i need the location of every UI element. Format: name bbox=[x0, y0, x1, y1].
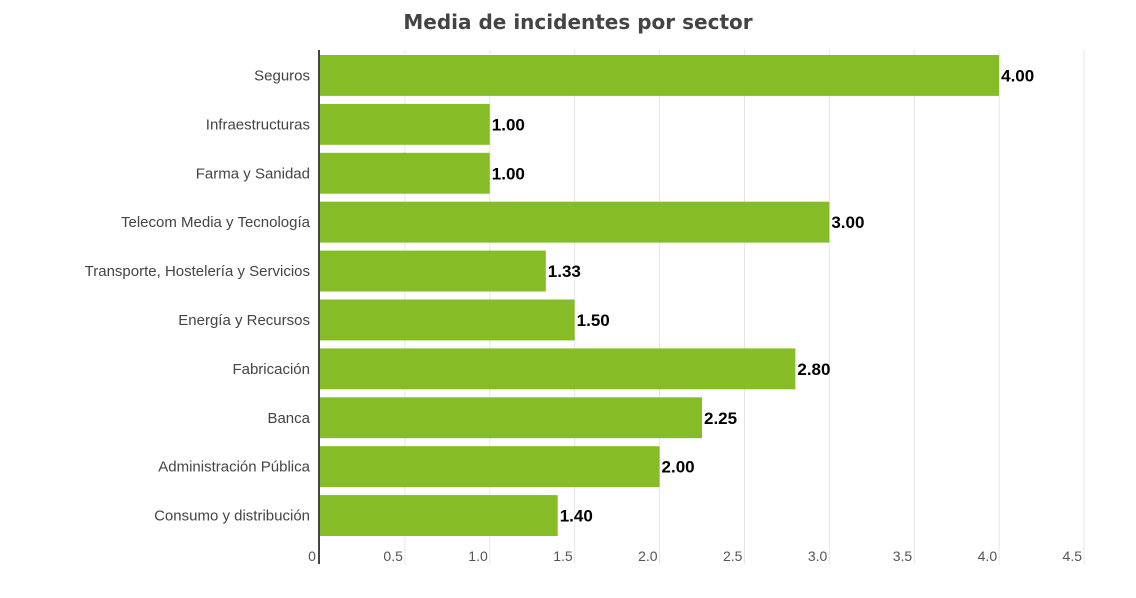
category-label: Seguros bbox=[254, 67, 310, 84]
value-label: 2.00 bbox=[662, 458, 695, 477]
bar bbox=[320, 348, 796, 390]
value-label: 1.00 bbox=[492, 115, 525, 134]
x-tick-label: 4.5 bbox=[1063, 548, 1083, 564]
category-label: Transporte, Hostelería y Servicios bbox=[85, 263, 310, 280]
x-tick-label: 0 bbox=[308, 548, 316, 564]
category-label: Telecom Media y Tecnología bbox=[121, 214, 311, 231]
category-label: Administración Pública bbox=[158, 459, 310, 476]
x-tick-label: 1.0 bbox=[468, 548, 488, 564]
x-tick-label: 3.5 bbox=[893, 548, 913, 564]
x-tick-label: 4.0 bbox=[978, 548, 998, 564]
value-label: 1.50 bbox=[577, 311, 610, 330]
value-label: 2.25 bbox=[704, 409, 737, 428]
bar bbox=[320, 446, 660, 488]
bar bbox=[320, 152, 490, 194]
bar bbox=[320, 299, 575, 341]
x-tick-label: 2.5 bbox=[723, 548, 743, 564]
category-label: Farma y Sanidad bbox=[196, 165, 310, 182]
value-label: 1.33 bbox=[548, 262, 581, 281]
bar bbox=[320, 103, 490, 145]
value-label: 3.00 bbox=[831, 213, 864, 232]
bar bbox=[320, 250, 546, 292]
value-label: 4.00 bbox=[1001, 66, 1034, 85]
x-tick-label: 2.0 bbox=[638, 548, 658, 564]
bar bbox=[320, 397, 702, 439]
value-label: 1.00 bbox=[492, 164, 525, 183]
value-label: 2.80 bbox=[797, 360, 830, 379]
bar bbox=[320, 201, 830, 243]
category-label: Consumo y distribución bbox=[154, 508, 310, 525]
bars-layer bbox=[320, 55, 1000, 536]
x-tick-label: 3.0 bbox=[808, 548, 828, 564]
chart-title: Media de incidentes por sector bbox=[403, 10, 753, 34]
bar bbox=[320, 495, 558, 536]
bar bbox=[320, 55, 1000, 96]
value-label: 1.40 bbox=[560, 507, 593, 526]
category-label: Infraestructuras bbox=[206, 116, 310, 133]
category-label: Fabricación bbox=[232, 361, 310, 378]
labels-layer: Seguros 4.00 Infraestructuras 1.00 Farma y S… bbox=[85, 66, 1035, 525]
category-label: Energía y Recursos bbox=[178, 312, 310, 329]
axis-layer: 0 0.5 1.0 1.5 2.0 2.5 3.0 3.5 4.0 4.5 bbox=[308, 50, 1082, 564]
category-label: Banca bbox=[267, 410, 310, 427]
x-tick-label: 0.5 bbox=[383, 548, 403, 564]
x-tick-label: 1.5 bbox=[553, 548, 573, 564]
